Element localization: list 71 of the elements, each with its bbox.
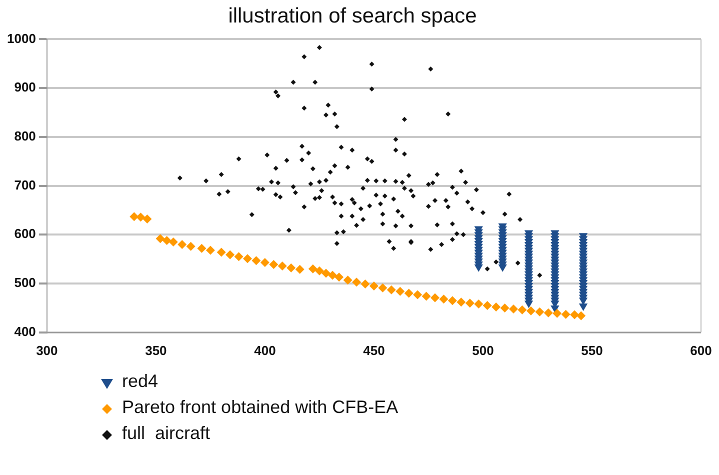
point: [343, 276, 352, 285]
x-tick-label: 450: [363, 342, 385, 358]
point: [570, 310, 580, 320]
legend-label: full aircraft: [122, 422, 210, 444]
point: [278, 261, 287, 270]
y-tick-label: 500: [14, 275, 36, 290]
point: [178, 240, 187, 249]
point: [295, 264, 304, 274]
point: [260, 258, 270, 268]
x-tick-label: 400: [254, 342, 276, 358]
x-tick-label: 550: [581, 342, 603, 358]
point: [352, 278, 362, 287]
point: [328, 270, 338, 280]
point: [334, 272, 344, 282]
point: [286, 263, 296, 272]
point: [500, 303, 510, 312]
point: [360, 280, 370, 289]
point: [448, 296, 457, 306]
point: [314, 266, 324, 276]
x-tick-label: 350: [145, 342, 167, 358]
point: [252, 256, 261, 266]
x-tick-label: 600: [690, 342, 712, 358]
point: [508, 304, 518, 314]
point: [234, 252, 244, 262]
point: [518, 305, 527, 314]
point: [156, 234, 165, 244]
point: [269, 260, 278, 269]
point: [396, 286, 405, 296]
point: [136, 212, 146, 222]
y-tick-label: 600: [14, 226, 36, 242]
point: [369, 281, 378, 290]
chart-title: illustration of search space: [228, 4, 477, 28]
point: [430, 293, 440, 302]
point: [386, 285, 396, 294]
point: [576, 311, 586, 320]
point: [413, 290, 422, 300]
y-tick-label: 800: [14, 128, 36, 144]
point: [197, 244, 206, 253]
point: [439, 294, 448, 304]
y-tick-label: 400: [14, 324, 36, 339]
point: [535, 307, 544, 316]
point: [226, 250, 235, 260]
point: [526, 306, 536, 316]
point: [474, 300, 484, 309]
point: [378, 283, 388, 292]
legend-label: Pareto front obtained with CFB-EA: [122, 396, 398, 418]
point: [206, 246, 215, 255]
point: [243, 254, 252, 264]
x-tick-label: 500: [472, 342, 494, 358]
point: [186, 242, 196, 251]
point: [422, 292, 431, 301]
point: [465, 298, 474, 308]
legend-label: red4: [122, 370, 158, 392]
point: [561, 310, 570, 319]
point: [544, 308, 553, 318]
y-tick-label: 900: [14, 80, 36, 95]
point: [404, 288, 414, 298]
point: [162, 236, 172, 246]
y-tick-label: 1000: [7, 30, 36, 46]
point: [321, 268, 330, 278]
point: [482, 301, 492, 310]
point: [308, 264, 318, 274]
point: [168, 237, 178, 246]
point: [492, 302, 501, 312]
x-tick-label: 300: [36, 342, 58, 358]
y-tick-label: 700: [14, 177, 36, 192]
point: [456, 298, 466, 307]
point: [130, 212, 139, 222]
point: [552, 308, 562, 318]
point: [142, 214, 152, 224]
point: [216, 248, 226, 257]
